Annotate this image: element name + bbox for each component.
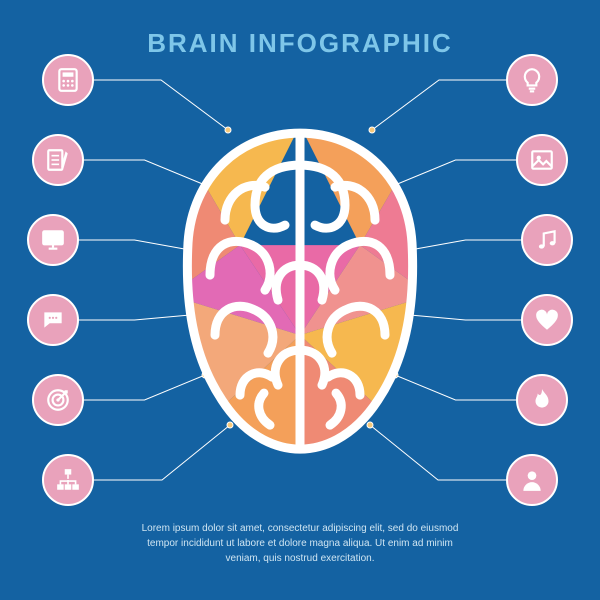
person-icon — [506, 454, 558, 506]
music-icon — [521, 214, 573, 266]
monitor-icon — [27, 214, 79, 266]
page-title: Brain Infographic — [0, 28, 600, 59]
flame-icon — [516, 374, 568, 426]
calculator-icon — [42, 54, 94, 106]
chat-icon — [27, 294, 79, 346]
lightbulb-icon — [506, 54, 558, 106]
sitemap-icon — [42, 454, 94, 506]
infographic-canvas: Brain Infographic — [0, 0, 600, 600]
image-icon — [516, 134, 568, 186]
lorem-text: Lorem ipsum dolor sit amet, consectetur … — [130, 521, 470, 566]
note-pencil-icon — [32, 134, 84, 186]
target-icon — [32, 374, 84, 426]
brain-illustration — [170, 125, 430, 455]
heart-icon — [521, 294, 573, 346]
